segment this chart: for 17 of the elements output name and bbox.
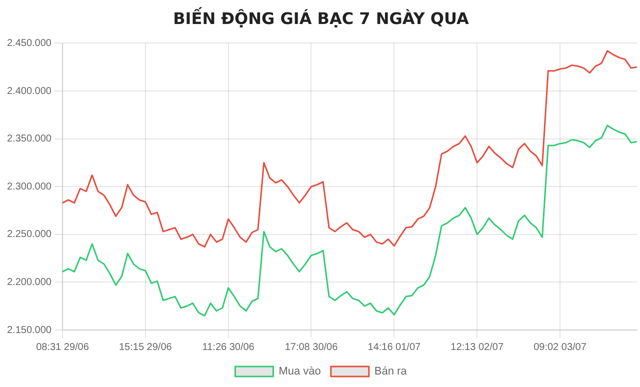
chart-title: BIẾN ĐỘNG GIÁ BẠC 7 NGÀY QUA [173,6,470,28]
y-tick-label: 2.150.000 [6,324,52,336]
y-tick-label: 2.350.000 [6,134,52,145]
x-tick-label: 12:13 02/07 [450,342,504,353]
y-tick-label: 2.450.000 [6,38,52,49]
y-tick-label: 2.250.000 [6,229,52,240]
legend-label: Mua vào [278,366,321,378]
x-tick-label: 09:02 03/07 [534,342,587,353]
x-tick-label: 11:26 30/06 [202,342,255,353]
legend-label: Bán ra [374,366,408,378]
y-tick-label: 2.300.000 [6,181,52,192]
x-tick-label: 08:31 29/06 [36,342,90,353]
x-tick-label: 17:08 30/06 [284,342,338,353]
y-tick-label: 2.200.000 [6,276,52,288]
x-tick-label: 15:15 29/06 [118,342,172,353]
x-tick-label: 14:16 01/07 [368,342,422,353]
y-tick-label: 2.400.000 [6,86,52,97]
